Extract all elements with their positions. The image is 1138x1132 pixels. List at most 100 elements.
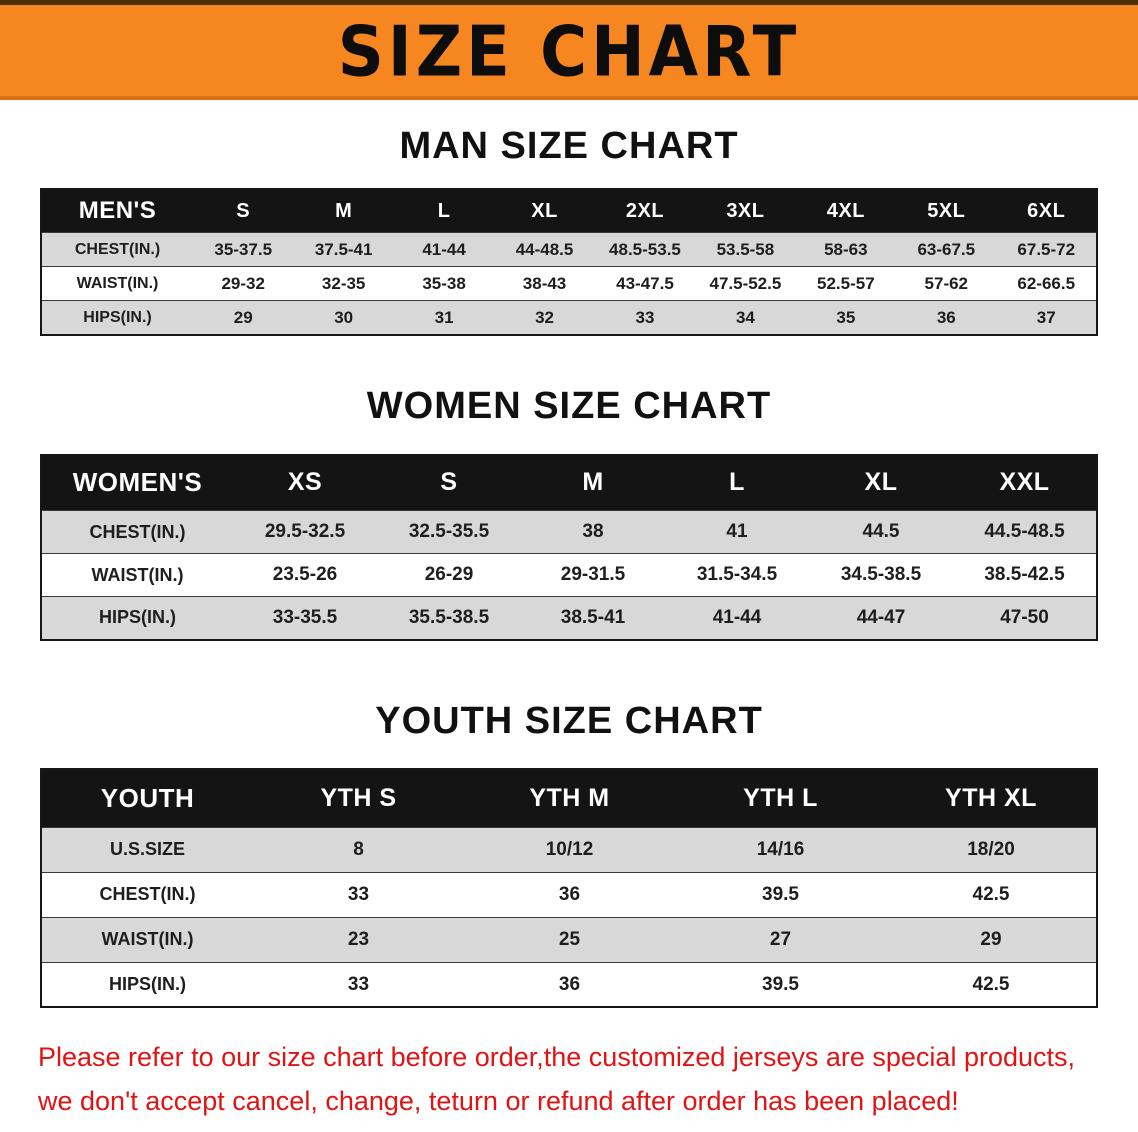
men-section-heading: MAN SIZE CHART	[399, 125, 739, 167]
youth-size-column-header: YTH S	[253, 769, 464, 828]
value-cell: 25	[464, 916, 675, 963]
value-cell: 38	[521, 510, 665, 554]
value-cell: 38-43	[494, 266, 595, 301]
youth-size-column-header: YTH M	[464, 769, 675, 828]
row-label-cell: HIPS(IN.)	[41, 961, 253, 1008]
value-cell: 44-47	[809, 596, 953, 640]
value-cell: 35	[795, 300, 897, 335]
men-measurement-row: CHEST(IN.) 35-37.5 37.5-41 41-44 44-48.5 48.5…	[41, 232, 1097, 267]
youth-size-column-header: YTH L	[675, 769, 886, 828]
men-size-chart-section: MAN SIZE CHART MEN'S S M L XL 2XL 3XL 4XL 5XL 6XL C…	[0, 125, 1138, 336]
value-cell: 29	[886, 916, 1097, 963]
value-cell: 33	[594, 300, 696, 335]
value-cell: 29.5-32.5	[233, 510, 377, 554]
value-cell: 10/12	[464, 826, 675, 873]
women-measurement-row: WAIST(IN.) 23.5-26 26-29 29-31.5 31.5-34.5 34…	[41, 553, 1097, 597]
value-cell: 37	[996, 300, 1097, 335]
men-size-column-header: XL	[494, 188, 595, 233]
youth-size-table: YOUTH YTH S YTH M YTH L YTH XL U.S.SIZE 8 10/12…	[40, 768, 1098, 1009]
men-size-column-header: 3XL	[695, 188, 796, 233]
value-cell: 27	[675, 916, 886, 963]
value-cell: 35.5-38.5	[377, 596, 521, 640]
youth-header-row: YOUTH YTH S YTH M YTH L YTH XL	[41, 769, 1097, 828]
value-cell: 31	[393, 300, 495, 335]
value-cell: 39.5	[675, 871, 886, 918]
youth-measurement-row: CHEST(IN.) 33 36 39.5 42.5	[41, 871, 1097, 918]
value-cell: 42.5	[886, 871, 1097, 918]
value-cell: 58-63	[795, 232, 897, 267]
value-cell: 35-37.5	[193, 232, 294, 267]
men-size-column-header: M	[293, 188, 394, 233]
women-table-title-cell: WOMEN'S	[41, 454, 233, 511]
value-cell: 29-31.5	[521, 553, 665, 597]
value-cell: 52.5-57	[795, 266, 897, 301]
value-cell: 23	[253, 916, 464, 963]
men-measurement-row: HIPS(IN.) 29 30 31 32 33 34 35 36 37	[41, 300, 1097, 335]
value-cell: 48.5-53.5	[594, 232, 696, 267]
page-title: SIZE CHART	[337, 12, 801, 93]
value-cell: 63-67.5	[896, 232, 997, 267]
row-label-cell: WAIST(IN.)	[41, 553, 233, 597]
men-size-column-header: 2XL	[594, 188, 696, 233]
value-cell: 42.5	[886, 961, 1097, 1008]
row-label-cell: HIPS(IN.)	[41, 300, 193, 335]
value-cell: 14/16	[675, 826, 886, 873]
men-size-column-header: 5XL	[896, 188, 997, 233]
women-size-table: WOMEN'S XS S M L XL XXL CHEST(IN.) 29.5-32.5 32.5…	[40, 453, 1098, 641]
value-cell: 53.5-58	[695, 232, 796, 267]
women-measurement-row: HIPS(IN.) 33-35.5 35.5-38.5 38.5-41 41-44 44-…	[41, 596, 1097, 640]
value-cell: 36	[464, 961, 675, 1008]
value-cell: 8	[253, 826, 464, 873]
value-cell: 31.5-34.5	[665, 553, 809, 597]
men-size-column-header: S	[193, 188, 294, 233]
value-cell: 29-32	[193, 266, 294, 301]
value-cell: 41-44	[665, 596, 809, 640]
row-label-cell: CHEST(IN.)	[41, 232, 193, 267]
value-cell: 23.5-26	[233, 553, 377, 597]
value-cell: 36	[896, 300, 997, 335]
value-cell: 26-29	[377, 553, 521, 597]
value-cell: 41-44	[393, 232, 495, 267]
men-measurement-row: WAIST(IN.) 29-32 32-35 35-38 38-43 43-47.5 47.…	[41, 266, 1097, 301]
women-section-heading: WOMEN SIZE CHART	[366, 384, 772, 427]
youth-section-heading: YOUTH SIZE CHART	[375, 699, 763, 742]
men-size-column-header: 4XL	[795, 188, 897, 233]
women-size-column-header: L	[665, 454, 809, 511]
men-table-title-cell: MEN'S	[41, 188, 193, 233]
value-cell: 38.5-41	[521, 596, 665, 640]
value-cell: 44.5	[809, 510, 953, 554]
youth-measurement-row: U.S.SIZE 8 10/12 14/16 18/20	[41, 826, 1097, 873]
women-measurement-row: CHEST(IN.) 29.5-32.5 32.5-35.5 38 41 44.5 44.5…	[41, 510, 1097, 554]
value-cell: 34.5-38.5	[809, 553, 953, 597]
disclaimer-line-2: we don't accept cancel, change, teturn o…	[38, 1086, 959, 1117]
value-cell: 32.5-35.5	[377, 510, 521, 554]
disclaimer-line-1: Please refer to our size chart before or…	[38, 1042, 1076, 1073]
value-cell: 57-62	[896, 266, 997, 301]
value-cell: 34	[695, 300, 796, 335]
value-cell: 37.5-41	[293, 232, 394, 267]
row-label-cell: CHEST(IN.)	[41, 510, 233, 554]
value-cell: 38.5-42.5	[953, 553, 1097, 597]
men-header-row: MEN'S S M L XL 2XL 3XL 4XL 5XL 6XL	[41, 188, 1097, 233]
men-size-column-header: L	[393, 188, 495, 233]
youth-measurement-row: HIPS(IN.) 33 36 39.5 42.5	[41, 961, 1097, 1008]
men-size-table: MEN'S S M L XL 2XL 3XL 4XL 5XL 6XL CHEST(IN.) 35-37…	[40, 187, 1098, 336]
women-header-row: WOMEN'S XS S M L XL XXL	[41, 454, 1097, 511]
value-cell: 32-35	[293, 266, 394, 301]
youth-measurement-row: WAIST(IN.) 23 25 27 29	[41, 916, 1097, 963]
men-size-column-header: 6XL	[996, 188, 1097, 233]
value-cell: 47.5-52.5	[695, 266, 796, 301]
value-cell: 62-66.5	[996, 266, 1097, 301]
youth-table-title-cell: YOUTH	[41, 769, 253, 828]
value-cell: 33	[253, 961, 464, 1008]
value-cell: 47-50	[953, 596, 1097, 640]
value-cell: 41	[665, 510, 809, 554]
row-label-cell: WAIST(IN.)	[41, 266, 193, 301]
value-cell: 30	[293, 300, 394, 335]
women-size-column-header: S	[377, 454, 521, 511]
value-cell: 39.5	[675, 961, 886, 1008]
value-cell: 33	[253, 871, 464, 918]
youth-size-chart-section: YOUTH SIZE CHART YOUTH YTH S YTH M YTH L YTH …	[0, 699, 1138, 1009]
women-size-chart-section: WOMEN SIZE CHART WOMEN'S XS S M L XL XXL CHEST(I…	[0, 384, 1138, 641]
value-cell: 43-47.5	[594, 266, 696, 301]
